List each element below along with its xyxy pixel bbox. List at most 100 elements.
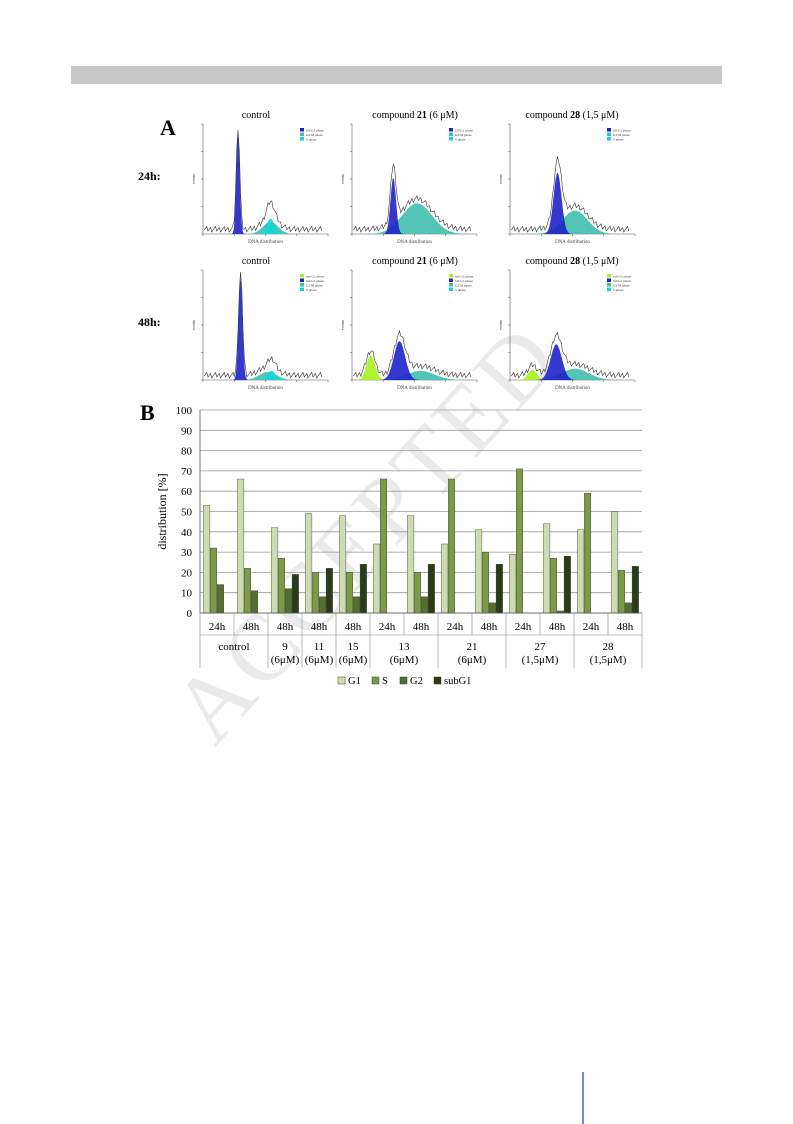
bar-subG1-4: [325, 568, 333, 614]
legend-label-S: S: [382, 676, 388, 687]
legend-label-G1: G1: [348, 676, 361, 687]
x-tick-label: 48h: [345, 621, 362, 633]
hist-24h-2-x-label: DNA distribution: [397, 240, 432, 245]
hist-48h-1-g2-phase-area: [203, 370, 328, 380]
hist-24h-1-legend-label: G0/G1 phase: [306, 128, 324, 132]
group-label: 28: [603, 641, 615, 653]
histogram-title-48h-2: compound 21 (6 μM): [372, 256, 458, 267]
hist-48h-3-legend-swatch: [607, 287, 611, 291]
hist-48h-3-legend-label: G2/M phase: [613, 283, 630, 287]
bar-G1-11: [543, 523, 551, 614]
hist-24h-2-legend-label: S phase: [455, 137, 466, 141]
y-tick-label: 70: [181, 466, 193, 478]
bar-S-13: [618, 570, 625, 614]
hist-24h-1-legend-swatch: [300, 132, 304, 136]
x-tick-label: 24h: [583, 621, 600, 633]
bar-S-1: [210, 547, 218, 614]
bar-G1-9: [475, 529, 483, 614]
bar-G1-12: [577, 529, 585, 614]
legend-swatch-G1: [337, 676, 346, 685]
bar-G2-11: [557, 610, 564, 614]
bar-subG1-11: [563, 555, 571, 614]
bar-S-4: [312, 572, 319, 614]
hist-48h-2-legend-label: S phase: [455, 288, 466, 292]
hist-24h-2-s-phase-area: [352, 203, 477, 234]
bar-S-11: [550, 557, 557, 614]
bar-subG1-7: [427, 564, 435, 614]
hist-24h-2-legend-swatch: [449, 128, 453, 132]
hist-24h-1-x-label: DNA distribution: [248, 240, 283, 245]
hist-48h-2-legend-label: sub G1 phase: [455, 274, 474, 278]
histogram-title-24h-1: control: [242, 110, 271, 121]
hist-48h-3-fit-line: [511, 331, 630, 379]
y-tick-label: 10: [181, 588, 193, 600]
bar-G2-7: [421, 596, 428, 614]
bar-G1-10: [509, 553, 517, 614]
hist-24h-1-legend-label: G2/M phase: [306, 133, 323, 137]
histogram-title-48h-3: compound 28 (1,5 μM): [525, 256, 618, 267]
hist-48h-2-x-label: DNA distribution: [397, 386, 432, 391]
y-tick-label: 50: [181, 507, 193, 519]
legend-label-G2: G2: [410, 676, 423, 687]
bar-G2-3: [285, 588, 292, 614]
hist-48h-3-legend-label: sub G1 phase: [613, 274, 632, 278]
hist-24h-2-legend-swatch: [449, 137, 453, 141]
bar-S-2: [244, 568, 252, 614]
bar-S-7: [414, 572, 421, 614]
hist-48h-3-x-label: DNA distribution: [555, 386, 590, 391]
hist-48h-3-legend-swatch: [607, 283, 611, 287]
group-label: (1,5μM): [522, 654, 559, 666]
hist-48h-2-legend-swatch: [449, 274, 453, 278]
hist-48h-1-legend-swatch: [300, 274, 304, 278]
y-tick-label: 60: [181, 486, 193, 498]
x-tick-label: 24h: [209, 621, 226, 633]
x-tick-label: 48h: [617, 621, 634, 633]
hist-24h-1-g1-phase-area: [203, 132, 328, 234]
group-label: (6μM): [390, 654, 419, 666]
hist-48h-1-fit-line: [204, 272, 323, 379]
bar-G1-3: [271, 527, 279, 614]
hist-48h-1-legend-swatch: [300, 278, 304, 282]
x-tick-label: 48h: [277, 621, 294, 633]
bar-S-3: [278, 557, 285, 614]
group-label: (1,5μM): [590, 654, 627, 666]
bar-G1-8: [441, 543, 449, 614]
hist-48h-2-legend-swatch: [449, 278, 453, 282]
bar-G1-2: [237, 478, 245, 614]
bar-subG1-9: [495, 564, 503, 614]
bar-S-10: [516, 468, 523, 614]
row-label-24h: 24h:: [138, 169, 161, 183]
histogram-title-24h-2: compound 21 (6 μM): [372, 110, 458, 121]
y-axis-title: distribution [%]: [155, 473, 169, 549]
hist-48h-1-s-phase-area: [203, 371, 328, 380]
x-tick-label: 48h: [549, 621, 566, 633]
group-label: 9: [282, 641, 288, 653]
legend-swatch-S: [371, 676, 380, 685]
bar-G1-1: [203, 505, 211, 614]
row-label-48h: 48h:: [138, 315, 161, 329]
footer-rule: [582, 1072, 584, 1124]
hist-24h-2-fit-line: [353, 163, 472, 233]
hist-48h-2-y-label: events: [340, 319, 345, 330]
hist-24h-2-legend-label: G2/M phase: [455, 133, 472, 137]
group-label: (6μM): [339, 654, 368, 666]
x-tick-label: 24h: [447, 621, 464, 633]
hist-24h-1-fit-line: [204, 129, 323, 233]
hist-24h-1-legend-swatch: [300, 128, 304, 132]
hist-24h-3-legend-label: G2/M phase: [613, 133, 630, 137]
x-tick-label: 48h: [243, 621, 260, 633]
group-label: control: [218, 641, 249, 653]
hist-48h-2-legend-swatch: [449, 287, 453, 291]
x-tick-label: 48h: [481, 621, 498, 633]
bar-subG1-13: [631, 566, 639, 614]
group-label: (6μM): [305, 654, 334, 666]
hist-24h-3-fit-line: [511, 156, 630, 233]
hist-48h-1-y-label: events: [191, 319, 196, 330]
hist-24h-2-legend-label: G0/G1 phase: [455, 128, 473, 132]
hist-48h-1-g1-phase-area: [203, 278, 328, 380]
bar-S-6: [380, 478, 387, 614]
y-tick-label: 80: [181, 446, 193, 458]
hist-24h-3-legend-label: G0/G1 phase: [613, 128, 631, 132]
bar-G2-2: [250, 590, 258, 614]
hist-48h-2-legend-label: G2/M phase: [455, 283, 472, 287]
